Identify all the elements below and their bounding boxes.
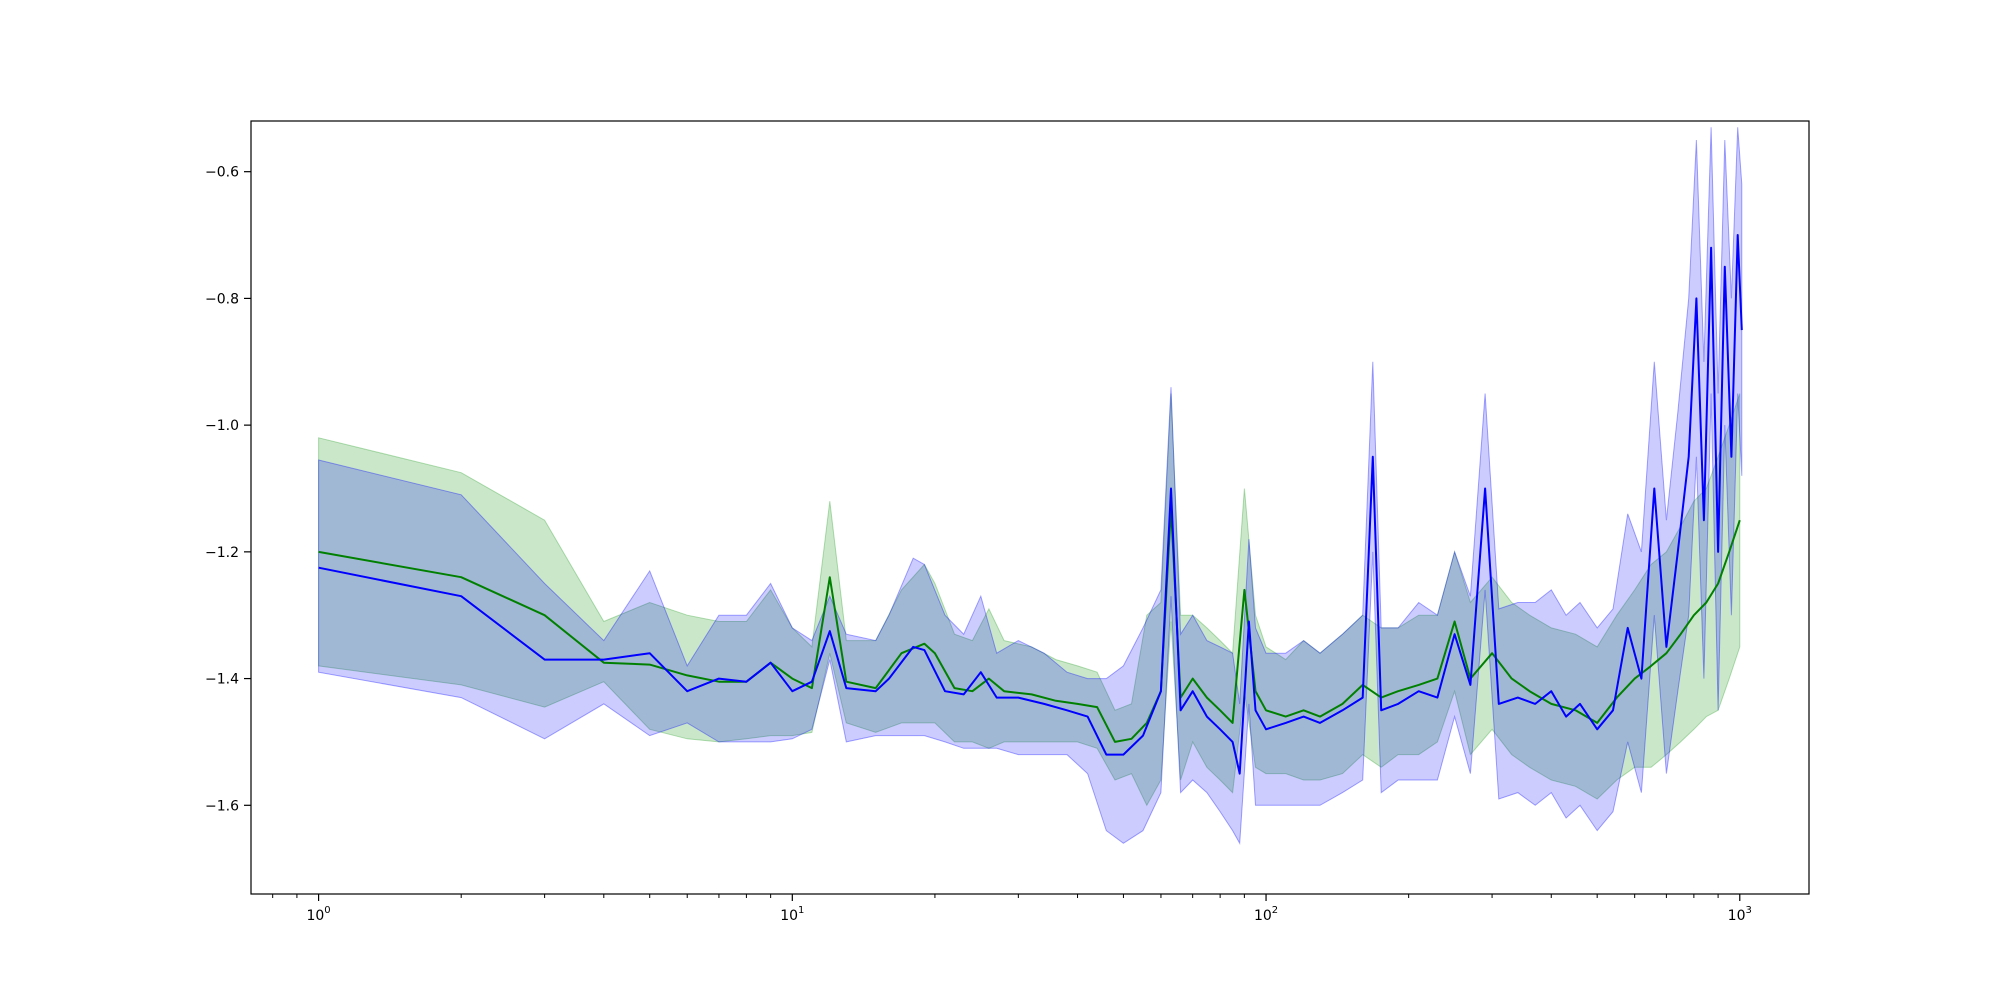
x-tick-base: 10 bbox=[780, 908, 798, 924]
x-tick-exponent: 2 bbox=[1272, 905, 1278, 916]
y-tick-label: −1.2 bbox=[205, 545, 239, 561]
series-2-band bbox=[318, 127, 1743, 846]
x-tick-base: 10 bbox=[306, 908, 324, 924]
y-tick-label: −1.4 bbox=[205, 672, 239, 688]
x-tick-label: 101 bbox=[780, 905, 804, 924]
x-tick-base: 10 bbox=[1728, 908, 1746, 924]
x-axis: 100 101 102 103 bbox=[272, 894, 1752, 924]
series-1-line bbox=[318, 506, 1741, 743]
x-tick-label: 100 bbox=[306, 905, 330, 924]
y-tick-label: −1.6 bbox=[205, 798, 239, 814]
x-tick-label: 102 bbox=[1254, 905, 1278, 924]
series-1-band bbox=[318, 393, 1741, 807]
series-2-line bbox=[318, 234, 1743, 775]
x-tick-exponent: 1 bbox=[798, 905, 804, 916]
x-tick-exponent: 3 bbox=[1746, 905, 1752, 916]
series-lines bbox=[318, 234, 1743, 775]
y-tick-label: −0.8 bbox=[205, 291, 239, 307]
y-tick-label: −0.6 bbox=[205, 165, 239, 181]
x-tick-exponent: 0 bbox=[324, 905, 330, 916]
y-tick-label: −1.0 bbox=[205, 418, 239, 434]
x-tick-label: 103 bbox=[1728, 905, 1752, 924]
y-axis: −0.6 −0.8 −1.0 −1.2 −1.4 −1.6 bbox=[205, 165, 251, 814]
x-tick-base: 10 bbox=[1254, 908, 1272, 924]
plot-frame bbox=[250, 120, 1810, 895]
confidence-bands bbox=[318, 127, 1743, 846]
